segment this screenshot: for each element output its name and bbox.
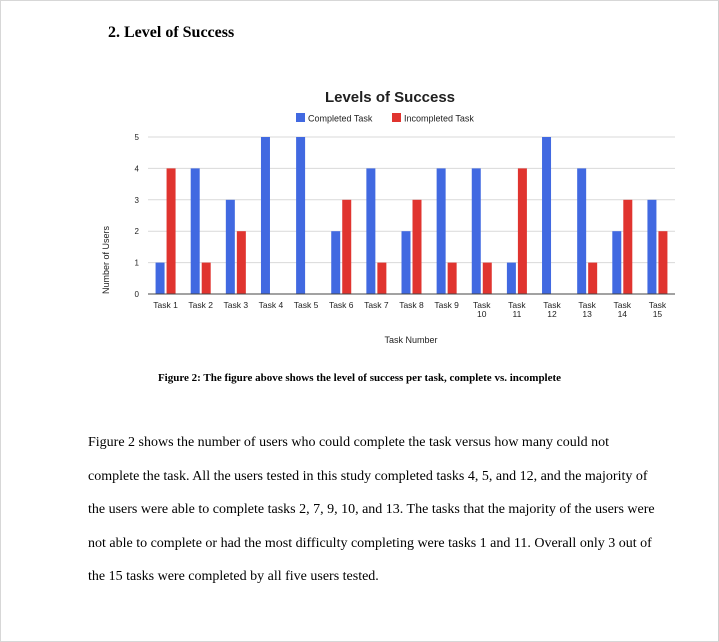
legend-swatch-completed <box>296 113 305 122</box>
bar-incompleted <box>236 231 246 294</box>
bars <box>155 137 668 294</box>
bar-incompleted <box>447 262 457 294</box>
bar-incompleted <box>201 262 211 294</box>
section-title: 2. Level of Success <box>108 24 235 41</box>
bar-incompleted <box>482 262 492 294</box>
bar-completed <box>506 262 516 294</box>
bar-completed <box>577 168 587 294</box>
x-tick-label: Task 7 <box>364 300 389 310</box>
bar-incompleted <box>412 199 422 294</box>
bar-incompleted <box>166 168 176 294</box>
x-tick-label: Task 13 <box>578 300 596 319</box>
y-tick-label: 3 <box>135 196 140 205</box>
y-tick-label: 2 <box>135 227 140 236</box>
bar-incompleted <box>342 199 352 294</box>
y-axis-ticks: 0 1 2 3 4 5 <box>135 133 140 299</box>
bar-completed <box>225 199 235 294</box>
bar-completed <box>471 168 481 294</box>
y-tick-label: 1 <box>135 259 140 268</box>
bar-incompleted <box>658 231 668 294</box>
x-tick-label: Task 14 <box>614 300 632 319</box>
x-tick-label: Task 8 <box>399 300 424 310</box>
bar-completed <box>260 137 270 294</box>
grid-lines <box>148 136 675 264</box>
bar-completed <box>190 168 200 294</box>
x-axis-ticks: Task 1 Task 2 Task 3 Task 4 Task 5 Task 6 Task… <box>153 300 667 319</box>
x-tick-label: Task 4 <box>259 300 284 310</box>
y-tick-label: 4 <box>135 164 140 173</box>
x-tick-label: Task 3 <box>224 300 249 310</box>
x-tick-label: Task 15 <box>649 300 667 319</box>
bar-completed <box>331 231 341 294</box>
y-tick-label: 0 <box>135 290 140 299</box>
bar-completed <box>436 168 446 294</box>
chart-legend: Completed Task Incompleted Task <box>296 113 474 124</box>
bar-completed <box>366 168 376 294</box>
x-tick-label: Task 9 <box>434 300 459 310</box>
bar-completed <box>155 262 165 294</box>
legend-swatch-incompleted <box>392 113 401 122</box>
bar-completed <box>542 137 552 294</box>
bar-completed <box>296 137 306 294</box>
legend-label-completed: Completed Task <box>308 114 373 124</box>
chart-title: Levels of Success <box>325 89 455 106</box>
success-bar-chart: Levels of Success Completed Task Incompl… <box>101 89 675 345</box>
x-tick-label: Task 1 <box>153 300 178 310</box>
x-tick-label: Task 2 <box>188 300 213 310</box>
x-tick-label: Task 10 <box>473 300 491 319</box>
bar-completed <box>401 231 411 294</box>
bar-completed <box>647 199 657 294</box>
x-tick-label: Task 11 <box>508 300 526 319</box>
y-tick-label: 5 <box>135 133 140 142</box>
bar-incompleted <box>377 262 387 294</box>
x-tick-label: Task 6 <box>329 300 354 310</box>
x-axis-title: Task Number <box>384 335 437 345</box>
bar-completed <box>612 231 622 294</box>
bar-incompleted <box>623 199 633 294</box>
figure-caption: Figure 2: The figure above shows the lev… <box>157 372 562 384</box>
bar-incompleted <box>517 168 527 294</box>
body-paragraph: Figure 2 shows the number of users who c… <box>88 435 655 584</box>
y-axis-title: Number of Users <box>101 225 111 294</box>
x-tick-label: Task 5 <box>294 300 319 310</box>
bar-incompleted <box>588 262 598 294</box>
x-tick-label: Task 12 <box>543 300 561 319</box>
legend-label-incompleted: Incompleted Task <box>404 114 474 124</box>
